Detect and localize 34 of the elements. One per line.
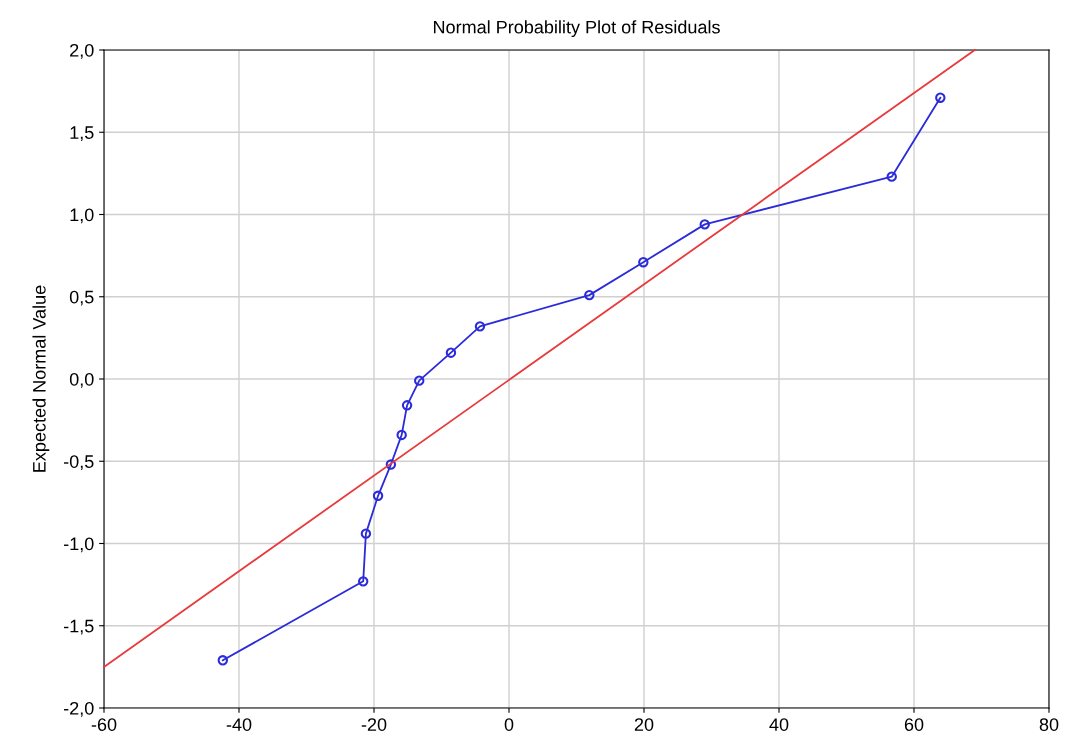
- x-tick-label: -60: [91, 718, 117, 731]
- y-tick-label: 0,5: [69, 290, 94, 306]
- point: [401, 400, 413, 411]
- x-tick-label: 60: [904, 718, 924, 731]
- y-tick-label: -0,5: [63, 455, 94, 471]
- y-tick-label: -1,5: [63, 619, 94, 635]
- point: [445, 347, 457, 358]
- point: [638, 257, 649, 268]
- point: [217, 655, 229, 666]
- y-axis-title: Expected Normal Value: [32, 285, 50, 472]
- y-tick-label: 0,0: [69, 372, 94, 388]
- point: [357, 576, 369, 587]
- y-tick-label: 1,5: [70, 126, 94, 142]
- point: [414, 375, 425, 386]
- point: [385, 459, 397, 470]
- chart-title: Normal Probability Plot of Residuals: [433, 20, 720, 38]
- x-tick-label: 80: [1039, 718, 1059, 731]
- point: [360, 528, 372, 539]
- x-tick-label: 20: [634, 718, 654, 731]
- point: [886, 171, 897, 182]
- x-tick-label: -40: [226, 718, 252, 731]
- x-tick-label: 40: [769, 718, 789, 731]
- point: [474, 321, 486, 332]
- point: [396, 429, 407, 441]
- y-tick-label: 1,0: [70, 208, 94, 224]
- x-tick-label: -20: [361, 718, 387, 731]
- y-tick-label: -1,0: [63, 537, 94, 553]
- point: [584, 289, 595, 301]
- x-tick-label: 0: [504, 718, 514, 731]
- point: [935, 92, 946, 103]
- point: [372, 490, 384, 501]
- y-tick-label: -2,0: [63, 701, 94, 717]
- y-tick-label: 2,0: [70, 43, 94, 59]
- point: [699, 219, 710, 230]
